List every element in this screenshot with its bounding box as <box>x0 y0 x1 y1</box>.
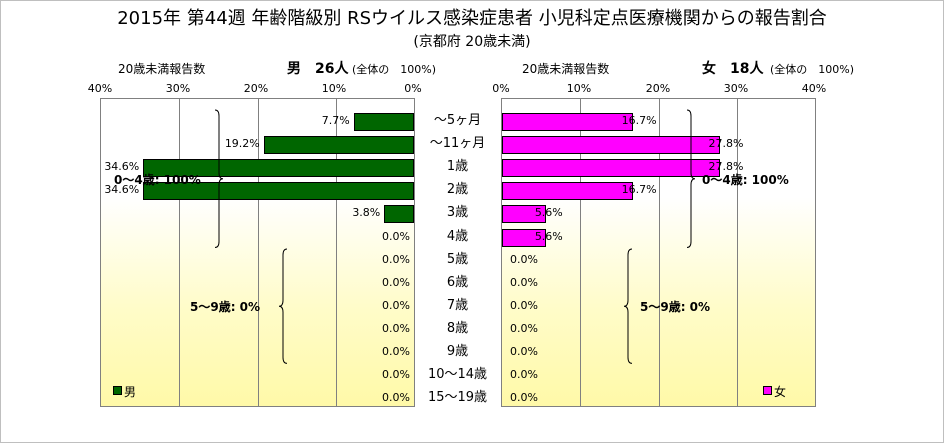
male-bar <box>143 159 414 178</box>
male-value-label: 0.0% <box>382 321 410 335</box>
left-tick-10: 10% <box>321 82 347 95</box>
gridline <box>179 99 181 406</box>
male-bar <box>384 205 414 224</box>
category-label: 2歳 <box>446 182 469 198</box>
male-group-brace <box>214 109 224 248</box>
category-label: 5歳 <box>446 251 469 267</box>
male-value-label: 0.0% <box>382 345 410 358</box>
female-value-label: 0.0% <box>510 321 538 335</box>
female-group-label: 0～4歳: 100% <box>702 172 789 187</box>
chart-title: 2015年 第44週 年齢階級別 RSウイルス感染症患者 小児科定点医療機関から… <box>117 8 827 29</box>
female-legend: 女 <box>763 383 786 400</box>
female-value-label: 27.8% <box>708 137 744 151</box>
female-group-brace <box>686 109 696 248</box>
male-group-label: 0～4歳: 100% <box>114 172 201 187</box>
female-value-label: 5.6% <box>534 206 563 220</box>
male-legend-swatch <box>113 386 122 395</box>
male-count-caption: 20歳未満報告数 <box>118 62 206 76</box>
female-value-label: 0.0% <box>510 391 538 405</box>
female-header-title: 女 18人 <box>702 61 764 77</box>
left-tick-40: 40% <box>87 82 113 95</box>
male-bar <box>353 113 414 131</box>
female-header-note: (全体の 100%) <box>770 63 855 76</box>
category-label: 6歳 <box>446 274 469 290</box>
male-legend: 男 <box>113 383 136 400</box>
right-tick-10: 10% <box>566 82 592 95</box>
female-bar <box>502 228 546 247</box>
male-value-label: 7.7% <box>321 114 350 127</box>
brace-path <box>278 248 288 364</box>
brace-path <box>623 248 633 364</box>
female-group-brace <box>623 248 633 364</box>
gridline <box>257 99 259 406</box>
female-value-label: 5.6% <box>534 229 563 243</box>
category-label: 9歳 <box>446 344 469 359</box>
female-legend-label: 女 <box>774 385 787 399</box>
male-plot-area <box>100 98 415 407</box>
female-value-label: 0.0% <box>510 275 538 289</box>
female-value-label: 0.0% <box>510 252 538 266</box>
male-value-label: 34.6% <box>104 160 140 174</box>
male-header-title: 男 26人 <box>287 61 349 77</box>
category-label: ～5ヶ月 <box>433 113 482 128</box>
category-label: 7歳 <box>446 297 469 313</box>
left-tick-20: 20% <box>243 82 269 95</box>
category-label: 8歳 <box>446 320 469 336</box>
female-value-label: 27.8% <box>708 160 744 174</box>
gridline <box>736 99 738 406</box>
gridline <box>580 99 582 406</box>
gridline <box>658 99 660 406</box>
female-value-label: 0.0% <box>510 368 538 382</box>
right-tick-40: 40% <box>801 82 827 95</box>
gridline <box>335 99 337 406</box>
male-bar <box>143 182 414 201</box>
male-value-label: 0.0% <box>382 391 410 405</box>
chart-subtitle: (京都府 20歳未満) <box>413 34 531 50</box>
female-value-label: 0.0% <box>510 298 538 312</box>
male-bar <box>263 136 414 155</box>
male-value-label: 0.0% <box>382 229 410 243</box>
female-group-label: 5～9歳: 0% <box>640 299 711 314</box>
brace-path <box>686 109 696 248</box>
brace-path <box>214 109 224 248</box>
male-value-label: 0.0% <box>382 252 410 266</box>
right-tick-20: 20% <box>645 82 671 95</box>
female-bar <box>502 113 633 131</box>
category-label: ～11ヶ月 <box>429 136 486 152</box>
male-value-label: 0.0% <box>382 368 410 382</box>
male-header-note: (全体の 100%) <box>352 63 437 76</box>
category-label: 15～19歳 <box>427 390 488 406</box>
male-value-label: 0.0% <box>382 275 410 289</box>
male-group-label: 5～9歳: 0% <box>190 299 261 314</box>
female-value-label: 16.7% <box>621 114 657 127</box>
female-value-label: 0.0% <box>510 345 538 358</box>
left-tick-30: 30% <box>165 82 191 95</box>
male-legend-label: 男 <box>124 385 137 399</box>
female-plot-area <box>501 98 816 407</box>
right-tick-30: 30% <box>723 82 749 95</box>
female-value-label: 16.7% <box>621 183 657 197</box>
category-label: 10～14歳 <box>427 367 488 383</box>
right-tick-0: 0% <box>492 82 510 95</box>
male-group-brace <box>278 248 288 364</box>
female-legend-swatch <box>763 386 772 395</box>
male-value-label: 34.6% <box>104 183 140 197</box>
female-bar <box>502 182 633 201</box>
category-label: 4歳 <box>446 228 469 244</box>
female-bar <box>502 159 720 178</box>
male-value-label: 19.2% <box>224 137 260 151</box>
female-bar <box>502 136 720 155</box>
category-label: 3歳 <box>446 205 469 221</box>
male-value-label: 0.0% <box>382 298 410 312</box>
left-tick-0: 0% <box>404 82 422 95</box>
female-bar <box>502 205 546 224</box>
category-label: 1歳 <box>446 159 469 175</box>
female-count-caption: 20歳未満報告数 <box>522 62 610 76</box>
male-value-label: 3.8% <box>352 206 381 220</box>
